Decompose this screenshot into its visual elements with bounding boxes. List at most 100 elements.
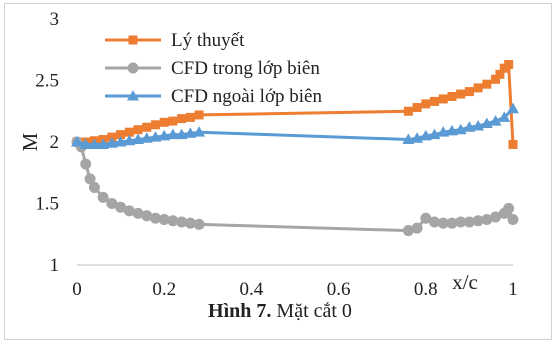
data-point <box>504 60 514 70</box>
x-tick-label: 0.2 <box>152 279 176 300</box>
data-point <box>411 222 423 234</box>
data-point <box>106 198 118 209</box>
data-point <box>491 74 501 84</box>
data-point <box>412 103 422 113</box>
data-point <box>456 89 466 99</box>
data-point <box>132 133 145 145</box>
data-point <box>150 120 160 130</box>
x-tick-label: 0.8 <box>414 279 438 300</box>
axes: 1 1.5 2 2.5 3 0 0.2 0.4 0.6 0.8 1 Mx/c <box>18 9 518 300</box>
data-point <box>495 69 505 79</box>
legend: Lý thuyết CFD trong lớp biên CFD ngoài lớp… <box>105 30 322 107</box>
data-point <box>114 136 127 147</box>
series-circle <box>71 136 519 237</box>
data-point <box>437 217 449 229</box>
data-point <box>403 106 413 116</box>
data-point <box>166 128 179 140</box>
x-axis-title: x/c <box>452 270 478 294</box>
y-tick-label: 1.5 <box>35 194 59 215</box>
data-point <box>105 137 118 148</box>
data-point <box>419 129 432 141</box>
data-point <box>463 216 475 228</box>
data-point <box>80 158 92 170</box>
data-point <box>490 211 502 223</box>
series-layer <box>71 60 519 237</box>
data-point <box>447 91 457 101</box>
data-point <box>159 117 169 127</box>
data-point <box>402 225 414 237</box>
data-point <box>445 124 458 136</box>
y-tick-label: 3 <box>50 9 60 30</box>
data-point <box>472 215 484 227</box>
data-point <box>97 191 109 203</box>
line-chart: 1 1.5 2 2.5 3 0 0.2 0.4 0.6 0.8 1 Mx/c Lý thuyết CFD… <box>18 9 519 300</box>
data-point <box>402 133 415 145</box>
data-point <box>88 182 100 194</box>
data-point <box>481 213 493 225</box>
data-point <box>132 207 144 219</box>
figure-caption: Hình 7. Mặt cắt 0 <box>0 300 560 323</box>
legend-label: CFD ngoài lớp biên <box>171 86 322 107</box>
data-point <box>489 115 502 126</box>
data-point <box>184 127 197 138</box>
data-point <box>158 129 171 141</box>
x-tick-label: 0.6 <box>327 279 351 300</box>
data-point <box>149 212 161 224</box>
y-tick-label: 2 <box>50 132 60 153</box>
data-point <box>88 138 101 149</box>
data-point <box>193 126 206 137</box>
legend-swatch-marker <box>127 62 139 74</box>
y-axis-title: M <box>18 132 42 151</box>
data-point <box>430 96 440 106</box>
caption-text: Mặt cắt 0 <box>271 300 352 322</box>
series-line <box>76 107 515 146</box>
caption-label: Hình 7. <box>208 300 272 322</box>
x-tick-label: 1 <box>508 279 518 300</box>
legend-item: CFD trong lớp biên <box>105 58 320 79</box>
data-point <box>123 205 135 217</box>
data-point <box>168 116 178 126</box>
x-tick-label: 0.4 <box>240 279 264 300</box>
data-point <box>140 132 153 143</box>
y-tick-label: 1 <box>50 255 60 276</box>
data-point <box>503 202 515 214</box>
data-point <box>97 138 110 149</box>
data-point <box>438 94 448 104</box>
data-point <box>421 99 431 109</box>
data-point <box>455 216 467 228</box>
data-point <box>141 210 153 222</box>
data-point <box>142 122 152 132</box>
data-point <box>463 121 476 132</box>
data-point <box>482 79 492 89</box>
data-point <box>193 218 205 230</box>
data-point <box>184 217 196 229</box>
data-point <box>446 217 458 229</box>
data-point <box>107 132 117 142</box>
data-point <box>124 127 134 137</box>
data-point <box>464 87 474 97</box>
data-point <box>84 173 96 185</box>
data-point <box>167 215 179 227</box>
legend-label: CFD trong lớp biên <box>171 58 320 79</box>
data-point <box>473 83 483 93</box>
data-point <box>194 110 204 120</box>
data-point <box>149 131 162 142</box>
data-point <box>158 213 170 225</box>
data-point <box>420 212 432 224</box>
data-point <box>507 213 519 225</box>
data-point <box>177 114 187 124</box>
data-point <box>508 139 518 149</box>
data-point <box>175 128 188 140</box>
data-point <box>507 102 519 114</box>
data-point <box>429 216 441 228</box>
data-point <box>133 125 143 135</box>
data-point <box>79 138 92 149</box>
data-point <box>116 130 126 140</box>
legend-swatch-marker <box>128 35 138 45</box>
legend-swatch-marker <box>127 90 139 101</box>
data-point <box>498 111 511 122</box>
data-point <box>176 216 188 228</box>
y-tick-label: 2.5 <box>35 71 59 92</box>
series-triangle <box>71 102 519 149</box>
